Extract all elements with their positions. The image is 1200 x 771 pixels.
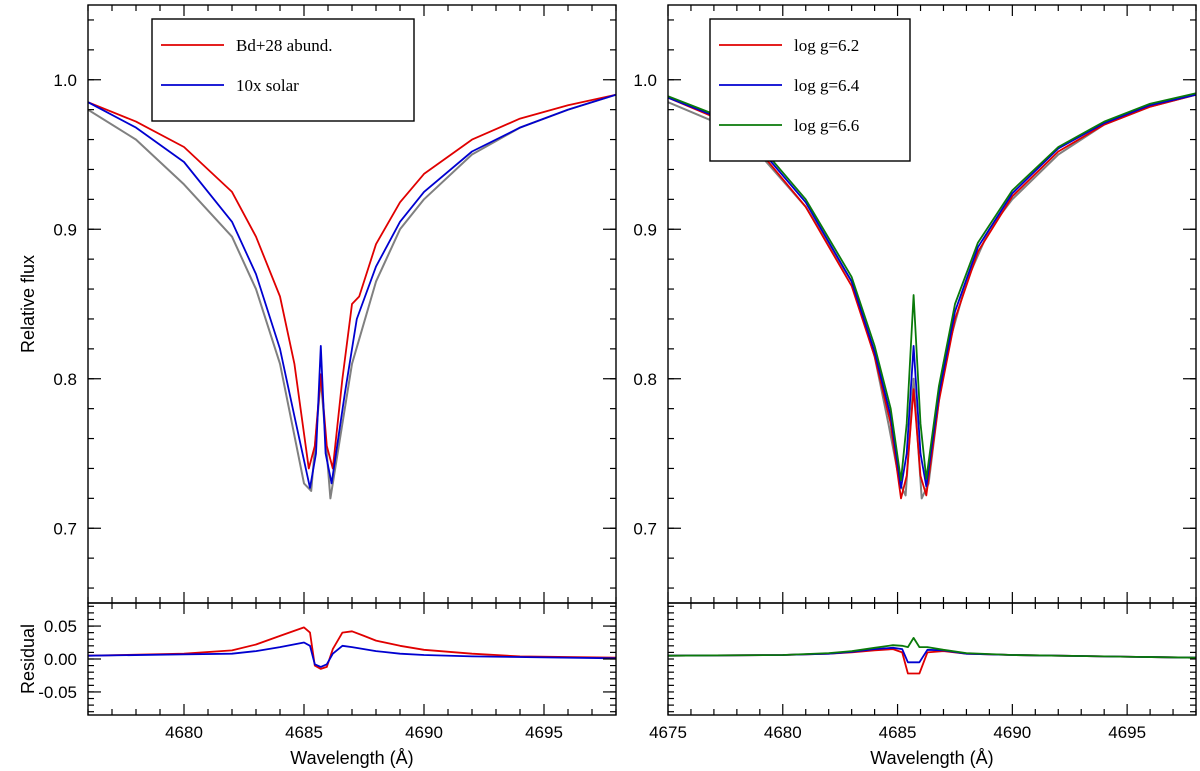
x-tick-label: 4685 xyxy=(879,723,917,742)
legend-box xyxy=(151,18,415,122)
plot-area xyxy=(668,92,1196,500)
series-line-3 xyxy=(668,92,1196,482)
series-line-2 xyxy=(88,93,616,489)
y-tick-label: 0.8 xyxy=(53,370,77,389)
plot-area xyxy=(668,637,1196,675)
x-tick-label: 4680 xyxy=(764,723,802,742)
plot-area xyxy=(88,93,616,500)
plot-area xyxy=(88,626,616,670)
y-axis-label: Relative flux xyxy=(18,255,38,353)
legend-label: log g=6.6 xyxy=(794,116,859,135)
y-axis-label: Residual xyxy=(18,624,38,694)
y-tick-label: 0.8 xyxy=(633,370,657,389)
series-line-0 xyxy=(88,626,616,670)
legend-label: log g=6.4 xyxy=(794,76,860,95)
panel-bottom-left: -0.05 0.00 0.05 4680 4685 4690 4695 Wavelength … xyxy=(18,602,617,768)
y-tick-label: 0.7 xyxy=(633,519,657,538)
series-line-1 xyxy=(88,93,616,470)
x-tick-label: 4690 xyxy=(405,723,443,742)
panel-top-left: 0.7 0.8 0.9 1.0 Relative flux Bd+28 abund. 10x… xyxy=(18,4,617,604)
legend-label: 10x solar xyxy=(236,76,299,95)
y-tick-label: 1.0 xyxy=(53,71,77,90)
legend: log g=6.2 log g=6.4 log g=6.6 xyxy=(709,18,911,162)
legend-label: log g=6.2 xyxy=(794,36,859,55)
legend-label: Bd+28 abund. xyxy=(236,36,332,55)
series-line-2 xyxy=(668,93,1196,489)
panel-top-right: 0.7 0.8 0.9 1.0 log g=6.2 log g=6.4 log g=6.6 xyxy=(633,4,1197,604)
legend: Bd+28 abund. 10x solar xyxy=(151,18,415,122)
legend-box xyxy=(709,18,911,162)
x-axis-label: Wavelength (Å) xyxy=(870,748,993,768)
y-tick-label: -0.05 xyxy=(38,683,77,702)
x-tick-label: 4680 xyxy=(165,723,203,742)
series-line-observed xyxy=(88,93,616,500)
plot-frame xyxy=(87,602,617,716)
y-tick-label: 1.0 xyxy=(633,71,657,90)
x-tick-label: 4690 xyxy=(993,723,1031,742)
y-tick-label: 0.05 xyxy=(44,617,77,636)
y-tick-label: 0.9 xyxy=(53,220,77,239)
series-line-1 xyxy=(668,93,1196,500)
x-tick-label: 4685 xyxy=(285,723,323,742)
panel-bottom-right: 4675 4680 4685 4690 4695 Wavelength (Å) xyxy=(649,602,1197,768)
x-tick-label: 4695 xyxy=(1108,723,1146,742)
x-axis-label: Wavelength (Å) xyxy=(290,748,413,768)
series-line-0 xyxy=(668,648,1196,675)
x-tick-label: 4695 xyxy=(525,723,563,742)
plot-frame xyxy=(667,602,1197,716)
y-tick-label: 0.00 xyxy=(44,650,77,669)
y-tick-label: 0.9 xyxy=(633,220,657,239)
x-tick-label: 4675 xyxy=(649,723,687,742)
series-line-2 xyxy=(668,637,1196,659)
y-tick-label: 0.7 xyxy=(53,519,77,538)
series-line-1 xyxy=(88,641,616,668)
